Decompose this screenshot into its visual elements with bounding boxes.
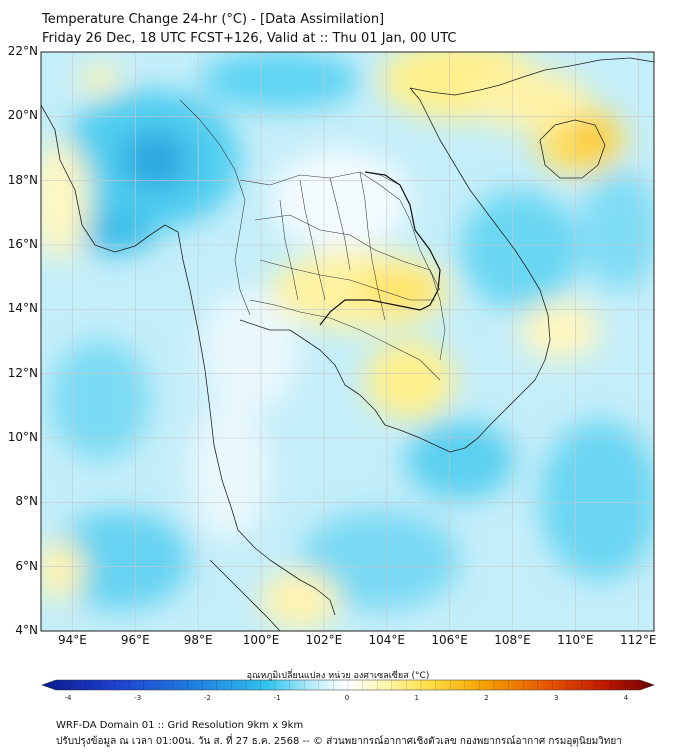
lat-label: 10°N	[7, 430, 38, 444]
lon-label: 94°E	[57, 633, 87, 647]
lon-label: 96°E	[120, 633, 150, 647]
colorbar-gradient	[41, 679, 655, 691]
lat-label: 16°N	[7, 237, 38, 251]
colorbar-tick: 1	[414, 694, 419, 702]
colorbar-tick: -1	[273, 694, 281, 702]
colorbar-tick: -4	[64, 694, 72, 702]
lon-label: 110°E	[557, 633, 594, 647]
lon-label: 102°E	[305, 633, 343, 647]
lat-label: 4°N	[15, 623, 38, 637]
colorbar-tick: 2	[484, 694, 489, 702]
lon-label: 104°E	[368, 633, 406, 647]
map-title: Temperature Change 24-hr (°C) - [Data As…	[42, 12, 385, 27]
thailand-border	[319, 171, 441, 326]
lon-label: 112°E	[620, 633, 657, 647]
lat-label: 14°N	[7, 301, 38, 316]
province-borders	[179, 99, 446, 381]
map-subtitle: Friday 26 Dec, 18 UTC FCST+126, Valid at…	[42, 31, 457, 46]
footer-credit: ปรับปรุงข้อมูล ณ เวลา 01:00น. วัน ส. ที่…	[56, 736, 622, 747]
lat-label: 12°N	[7, 365, 38, 380]
lat-label: 18°N	[7, 172, 38, 187]
footer-model-info: WRF-DA Domain 01 :: Grid Resolution 9km …	[56, 720, 304, 731]
colorbar-tick: 4	[623, 694, 629, 702]
lat-label: 22°N	[7, 44, 38, 58]
lat-label: 6°N	[15, 558, 38, 573]
lat-label: 8°N	[15, 494, 38, 509]
colorbar-tick: 3	[554, 694, 559, 702]
colorbar-tick: -3	[134, 694, 142, 702]
colorbar-tick: 0	[344, 694, 350, 702]
colorbar-label: อุณหภูมิเปลี่ยนแปลง หน่วย องศาเซลเซียส (…	[246, 671, 430, 681]
colorbar-tick: -2	[204, 694, 211, 702]
lon-label: 100°E	[242, 633, 280, 647]
lat-label: 20°N	[7, 108, 38, 123]
lon-label: 108°E	[494, 633, 531, 647]
map-frame	[40, 51, 655, 632]
lon-label: 106°E	[431, 633, 468, 647]
lon-label: 98°E	[183, 633, 213, 647]
temperature-field	[41, 52, 654, 631]
coastlines	[41, 57, 654, 631]
colorbar	[41, 679, 655, 691]
